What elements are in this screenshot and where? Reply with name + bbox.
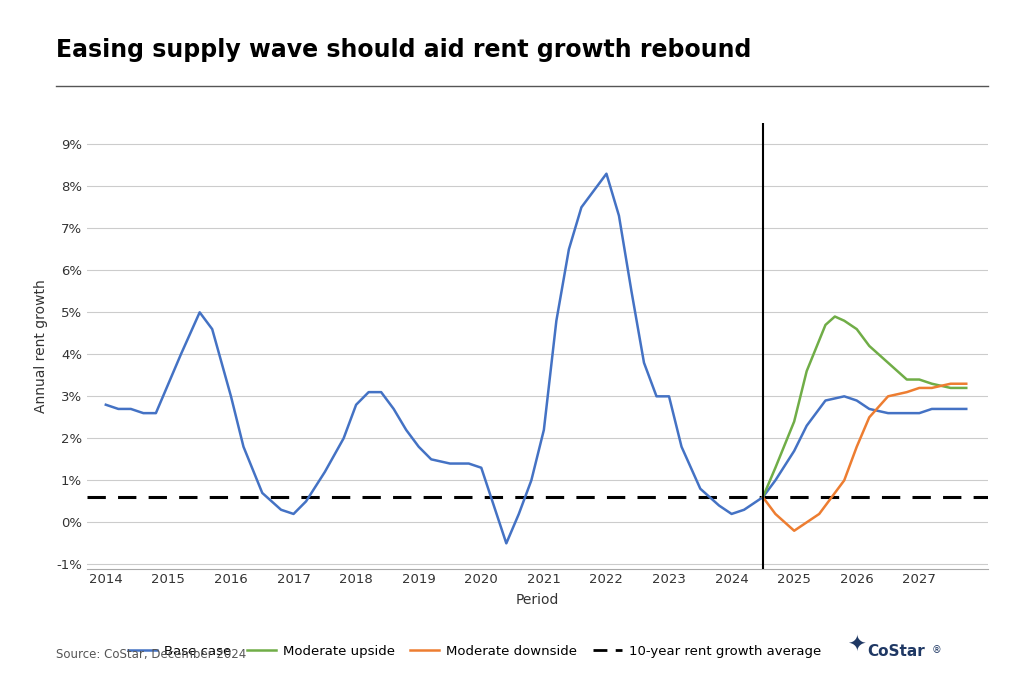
Y-axis label: Annual rent growth: Annual rent growth — [34, 279, 48, 413]
Text: ✦: ✦ — [847, 636, 865, 656]
Text: ®: ® — [932, 645, 942, 656]
Text: Easing supply wave should aid rent growth rebound: Easing supply wave should aid rent growt… — [56, 38, 752, 62]
Text: CoStar: CoStar — [867, 644, 925, 659]
Text: Source: CoStar, December 2024: Source: CoStar, December 2024 — [56, 648, 247, 661]
Legend: Base case, Moderate upside, Moderate downside, 10-year rent growth average: Base case, Moderate upside, Moderate dow… — [123, 640, 826, 663]
X-axis label: Period: Period — [516, 593, 559, 608]
